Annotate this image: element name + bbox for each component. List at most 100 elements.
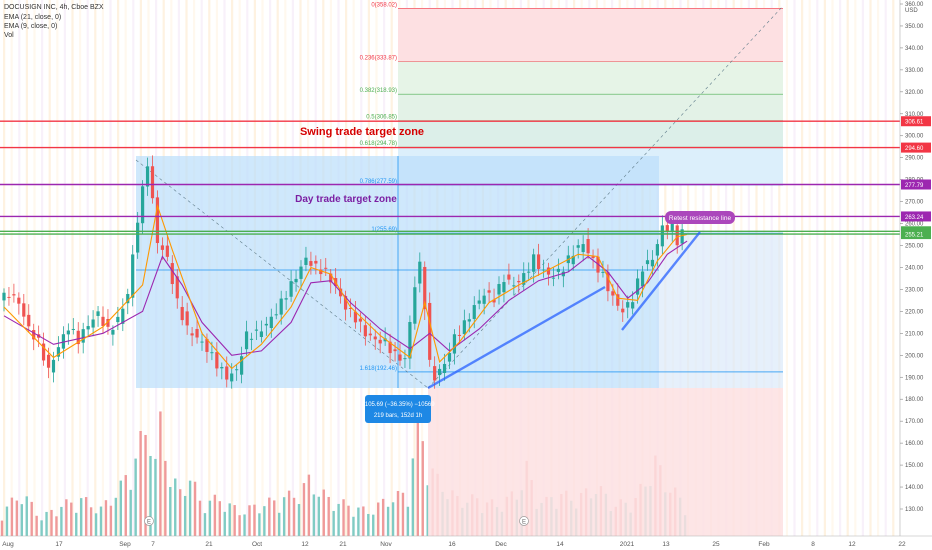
volume-bar xyxy=(188,480,192,536)
volume-bar xyxy=(25,496,28,536)
volume-bar xyxy=(5,506,9,536)
candle-body xyxy=(675,225,679,246)
candle-body xyxy=(373,336,377,340)
candle-body xyxy=(403,358,407,360)
retest-bubble xyxy=(665,211,735,224)
candle-body xyxy=(12,294,16,296)
volume-bar xyxy=(278,512,281,536)
measure-line1: −105.69 (−36.35%) −10569 xyxy=(361,402,435,408)
volume-bar xyxy=(134,458,137,536)
candle-body xyxy=(136,222,140,253)
candle-body xyxy=(27,314,31,327)
price-badge xyxy=(901,211,931,222)
price-badge xyxy=(901,229,931,240)
candle-body xyxy=(631,302,635,309)
session-stripe xyxy=(831,0,834,536)
candle-body xyxy=(541,269,546,271)
candle-body xyxy=(279,298,283,315)
time-tick-label: 17 xyxy=(55,541,63,548)
candle-body xyxy=(190,333,194,336)
candle-body xyxy=(556,268,560,272)
volume-bar xyxy=(94,513,98,536)
candle-body xyxy=(121,308,125,324)
volume-bar xyxy=(327,496,330,536)
time-tick-label: Dec xyxy=(495,541,507,548)
volume-bar xyxy=(35,515,38,536)
candle-body xyxy=(155,197,160,244)
swing-zone-label: Swing trade target zone xyxy=(300,126,424,138)
candle-body xyxy=(289,281,293,297)
price-tick-label: 160.00 xyxy=(905,441,924,447)
volume-bar xyxy=(50,509,53,536)
volume-bar xyxy=(411,458,415,536)
price-badge xyxy=(901,179,931,190)
candle-body xyxy=(601,271,605,273)
candle-body xyxy=(660,225,664,247)
session-stripe xyxy=(816,0,819,536)
candle-body xyxy=(150,166,155,199)
price-tick-label: 140.00 xyxy=(905,485,924,491)
volume-bar xyxy=(0,520,4,536)
volume-bar xyxy=(154,458,157,536)
session-stripe xyxy=(63,0,66,536)
fib-level-label: 0.236(333.87) xyxy=(360,55,397,61)
price-tick-label: 270.00 xyxy=(905,200,924,206)
volume-bar xyxy=(129,489,132,536)
price-axis[interactable]: 130.00 140.00 150.00 160.00 170.00 180.00 190.… xyxy=(899,0,932,536)
session-stripe xyxy=(854,0,857,536)
time-axis[interactable]: Aug 17 Sep 7 21 Oct 12 21 Nov 16 Dec 14 2021 13 25 Feb 8… xyxy=(0,535,932,550)
candle-body xyxy=(447,352,452,362)
volume-bar xyxy=(362,506,365,536)
time-tick-label: 22 xyxy=(898,541,906,548)
candle-body xyxy=(46,354,51,368)
candle-body xyxy=(428,302,432,360)
session-stripe xyxy=(869,0,872,536)
volume-bar xyxy=(89,507,93,536)
volume-bar xyxy=(193,481,197,536)
price-badge xyxy=(901,116,931,127)
candle-body xyxy=(413,287,417,324)
volume-bar xyxy=(377,502,380,536)
trend-line-main xyxy=(427,285,606,390)
annotations-layer: Swing trade target zone Day trade target … xyxy=(144,126,735,526)
volume-bar xyxy=(65,499,68,536)
price-axis-bg xyxy=(900,0,932,536)
volume-bar xyxy=(342,499,345,536)
time-tick-label: 12 xyxy=(301,541,309,548)
candle-body xyxy=(2,292,6,301)
price-tick-label: 310.00 xyxy=(905,112,924,118)
candle-body xyxy=(527,271,531,273)
ema21-legend[interactable]: EMA (21, close, 0) xyxy=(4,14,62,21)
volume-bar xyxy=(109,505,113,536)
candle-body xyxy=(487,290,491,293)
volume-bar xyxy=(114,497,118,536)
volume-bar xyxy=(213,494,217,536)
candle-body xyxy=(363,325,367,337)
session-stripe xyxy=(56,0,59,536)
volume-bar xyxy=(55,516,58,536)
time-tick-label: 16 xyxy=(448,541,456,548)
volume-bar xyxy=(198,500,202,536)
volume-bar xyxy=(84,497,88,536)
session-stripe xyxy=(3,0,6,536)
candle-body xyxy=(467,319,471,322)
diagonal-dashed-up xyxy=(427,5,784,389)
candle-body xyxy=(452,334,457,354)
candle-body xyxy=(655,244,659,256)
candle-body xyxy=(314,260,318,264)
time-tick-label: Nov xyxy=(380,541,392,548)
earnings-marker-label: E xyxy=(147,519,151,525)
candle-body xyxy=(497,284,501,295)
drawing-overlay: 0(358.02) 0.236(333.87) 0.382(318.93) 0.5(3… xyxy=(135,2,784,536)
fib-level-label: 0.5(306.85) xyxy=(366,115,397,121)
time-tick-label: Oct xyxy=(252,541,262,548)
volume-legend[interactable]: Vol xyxy=(4,32,14,39)
session-stripe xyxy=(124,0,127,536)
volume-bar xyxy=(40,520,43,536)
volume-bar xyxy=(357,507,360,536)
volume-bar xyxy=(164,460,167,536)
candle-body xyxy=(502,282,506,293)
volume-bar xyxy=(352,516,355,536)
ema9-legend[interactable]: EMA (9, close, 0) xyxy=(4,23,58,30)
